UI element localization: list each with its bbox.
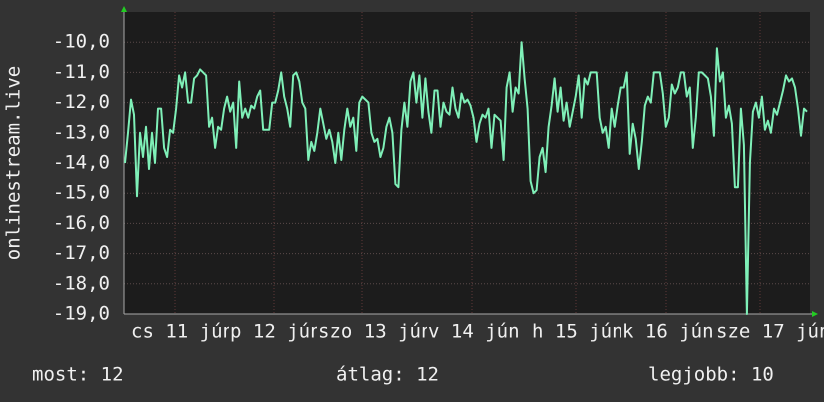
y-tick-label: -17,0 <box>53 242 110 264</box>
x-label-bg <box>130 318 242 344</box>
x-tick-label: cs 11 jún <box>131 321 234 343</box>
x-label-bg <box>715 318 824 344</box>
data-line <box>124 41 808 315</box>
y-arrow <box>121 6 127 12</box>
x-tick-label: p 12 jún <box>230 321 322 343</box>
footer-current: most: 12 <box>32 364 124 386</box>
y-tick-label: -18,0 <box>53 272 110 294</box>
y-tick-label: -16,0 <box>53 212 110 234</box>
x-tick-label: h 15 jún <box>532 321 624 343</box>
y-axis-title: onlinestream.live <box>3 66 25 260</box>
x-tick-label: v 14 jún <box>428 321 520 343</box>
x-label-bg <box>427 318 539 344</box>
x-label-bg <box>317 318 429 344</box>
footer-best: legjobb: 10 <box>648 364 774 386</box>
x-tick-label: k 16 jún <box>622 321 714 343</box>
y-tick-label: -14,0 <box>53 152 110 174</box>
y-tick-label: -11,0 <box>53 61 110 83</box>
x-label-bg <box>621 318 733 344</box>
y-tick-label: -19,0 <box>53 303 110 325</box>
y-tick-label: -13,0 <box>53 121 110 143</box>
y-tick-label: -12,0 <box>53 91 110 113</box>
x-tick-label: szo 13 jún <box>318 321 432 343</box>
x-arrow <box>812 311 818 317</box>
y-tick-label: -10,0 <box>53 31 110 53</box>
footer-average: átlag: 12 <box>336 364 439 386</box>
y-tick-label: -15,0 <box>53 182 110 204</box>
x-tick-label: sze 17 jún <box>716 321 824 343</box>
